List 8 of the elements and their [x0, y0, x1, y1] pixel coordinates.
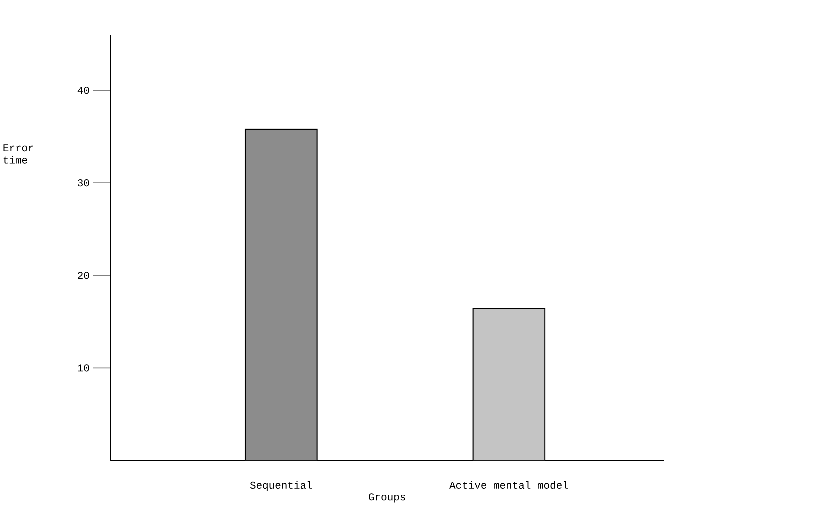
x-tick-label: Active mental model: [450, 482, 568, 490]
y-tick-label: 20: [78, 272, 90, 280]
x-tick-label: Sequential: [250, 482, 312, 492]
y-tick-label: 30: [78, 180, 90, 187]
x-axis-title: Groups: [369, 494, 406, 503]
y-tick-label: 10: [78, 364, 90, 372]
y-tick-label: 40: [78, 87, 90, 94]
y-axis-title: Error time: [4, 144, 34, 164]
